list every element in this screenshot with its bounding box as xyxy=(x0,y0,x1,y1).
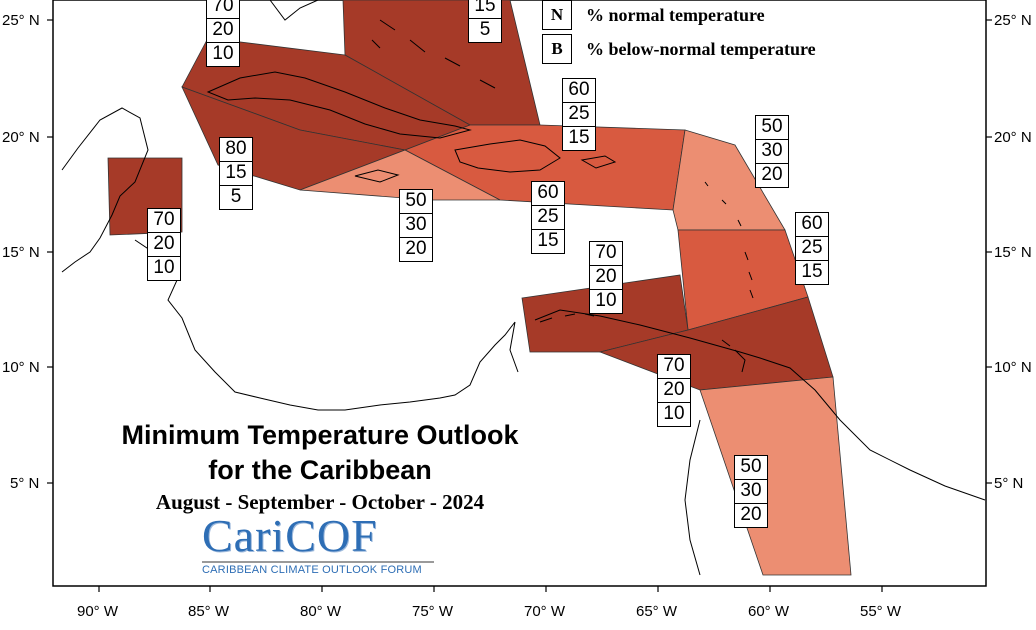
normal-value: 20 xyxy=(657,379,691,403)
lon-label: 85° W xyxy=(188,603,230,620)
below-value: 20 xyxy=(399,238,433,262)
coast-yucatan-centralamerica xyxy=(61,107,519,411)
coastlines xyxy=(61,0,986,576)
above-value: 70 xyxy=(657,354,691,379)
normal-value: 15 xyxy=(468,0,502,19)
lat-label: 15° N xyxy=(994,244,1032,261)
lat-label: 10° N xyxy=(2,359,40,376)
prob-stack-cuba: 70 20 10 xyxy=(206,0,240,67)
above-value: 50 xyxy=(734,455,768,480)
normal-value: 30 xyxy=(399,214,433,238)
above-value: 70 xyxy=(147,208,181,233)
right-latitude-labels: 25° N 20° N 15° N 10° N 5° N xyxy=(994,12,1032,492)
normal-value: 25 xyxy=(562,103,596,127)
map-frame xyxy=(52,0,987,587)
coast-lesser-antilles xyxy=(704,181,754,373)
above-value: 60 xyxy=(795,212,829,237)
normal-value: 25 xyxy=(795,237,829,261)
logo-tagline: CARIBBEAN CLIMATE OUTLOOK FORUM xyxy=(202,564,422,576)
prob-stack-jamaica-cayman: 80 15 5 xyxy=(219,137,253,210)
coast-abc xyxy=(539,313,595,323)
caricof-logo: CariCOF CARIBBEAN CLIMATE OUTLOOK FORUM xyxy=(202,513,434,576)
below-value: 5 xyxy=(219,186,253,210)
title-line1: Minimum Temperature Outlook xyxy=(121,420,519,450)
below-value: 15 xyxy=(795,261,829,285)
below-value: 5 xyxy=(468,19,502,43)
above-value: 50 xyxy=(755,115,789,140)
prob-stack-turks-caicos: 60 25 15 xyxy=(562,78,596,151)
logo-divider xyxy=(202,561,434,563)
prob-stack-bahamas: 15 5 xyxy=(468,0,502,43)
normal-value: 20 xyxy=(589,266,623,290)
below-value: 15 xyxy=(531,230,565,254)
prob-stack-hispaniola-pr: 60 25 15 xyxy=(531,181,565,254)
normal-value: 25 xyxy=(531,206,565,230)
above-value: 70 xyxy=(589,241,623,266)
prob-stack-guianas: 50 30 20 xyxy=(734,455,768,528)
below-value: 20 xyxy=(755,164,789,188)
below-value: 10 xyxy=(589,290,623,314)
legend-below: B % below-normal temperature xyxy=(542,34,816,64)
legend-key-below: B xyxy=(542,34,572,64)
above-value: 60 xyxy=(562,78,596,103)
coast-jamaica xyxy=(354,169,400,183)
region-jamaica-south xyxy=(299,149,501,201)
map-title: Minimum Temperature Outlook for the Cari… xyxy=(60,418,580,488)
prob-stack-jamaica-south: 50 30 20 xyxy=(399,189,433,262)
coast-florida xyxy=(269,0,319,21)
below-value: 15 xyxy=(562,127,596,151)
lat-label: 20° N xyxy=(2,129,40,146)
normal-value: 20 xyxy=(206,19,240,43)
lat-label: 10° N xyxy=(994,359,1032,376)
logo-wordmark: CariCOF xyxy=(202,510,378,561)
coast-south-america xyxy=(534,309,986,576)
coast-hispaniola xyxy=(454,139,561,173)
prob-stack-abc-islands: 70 20 10 xyxy=(589,241,623,314)
longitude-labels: 90° W 85° W 80° W 75° W 70° W 65° W 60° … xyxy=(77,603,902,620)
lon-label: 55° W xyxy=(860,603,902,620)
coast-bahamas xyxy=(371,19,496,89)
coast-puertorico xyxy=(580,155,617,169)
lat-label: 15° N xyxy=(2,244,40,261)
lon-label: 60° W xyxy=(748,603,790,620)
prob-stack-northern-leewards: 50 30 20 xyxy=(755,115,789,188)
lon-label: 90° W xyxy=(77,603,119,620)
lon-label: 65° W xyxy=(636,603,678,620)
below-value: 10 xyxy=(147,257,181,281)
lat-label: 25° N xyxy=(994,12,1032,29)
legend-normal: N % normal temperature xyxy=(542,0,765,30)
normal-value: 20 xyxy=(147,233,181,257)
lon-label: 70° W xyxy=(524,603,566,620)
legend-text-normal: % normal temperature xyxy=(586,4,765,25)
above-value: 60 xyxy=(531,181,565,206)
lon-label: 75° W xyxy=(412,603,454,620)
normal-value: 15 xyxy=(219,162,253,186)
prob-stack-windwards: 60 25 15 xyxy=(795,212,829,285)
above-value: 50 xyxy=(399,189,433,214)
left-latitude-labels: 25° N 20° N 15° N 10° N 5° N xyxy=(2,12,40,492)
above-value: 70 xyxy=(206,0,240,19)
prob-stack-belize: 70 20 10 xyxy=(147,208,181,281)
below-value: 20 xyxy=(734,504,768,528)
legend-key-normal: N xyxy=(542,0,572,30)
normal-value: 30 xyxy=(734,480,768,504)
prob-stack-trinidad-barbados: 70 20 10 xyxy=(657,354,691,427)
lat-label: 5° N xyxy=(994,475,1023,492)
legend-text-below: % below-normal temperature xyxy=(586,38,816,59)
coast-cuba xyxy=(206,71,472,139)
lat-label: 5° N xyxy=(10,475,39,492)
title-line2: for the Caribbean xyxy=(208,455,432,485)
above-value: 80 xyxy=(219,137,253,162)
lon-label: 80° W xyxy=(300,603,342,620)
below-value: 10 xyxy=(206,43,240,67)
below-value: 10 xyxy=(657,403,691,427)
tick-marks xyxy=(47,19,992,592)
map-subtitle: August - September - October - 2024 xyxy=(155,490,485,514)
lat-label: 25° N xyxy=(2,12,40,29)
lat-label: 20° N xyxy=(994,129,1032,146)
normal-value: 30 xyxy=(755,140,789,164)
